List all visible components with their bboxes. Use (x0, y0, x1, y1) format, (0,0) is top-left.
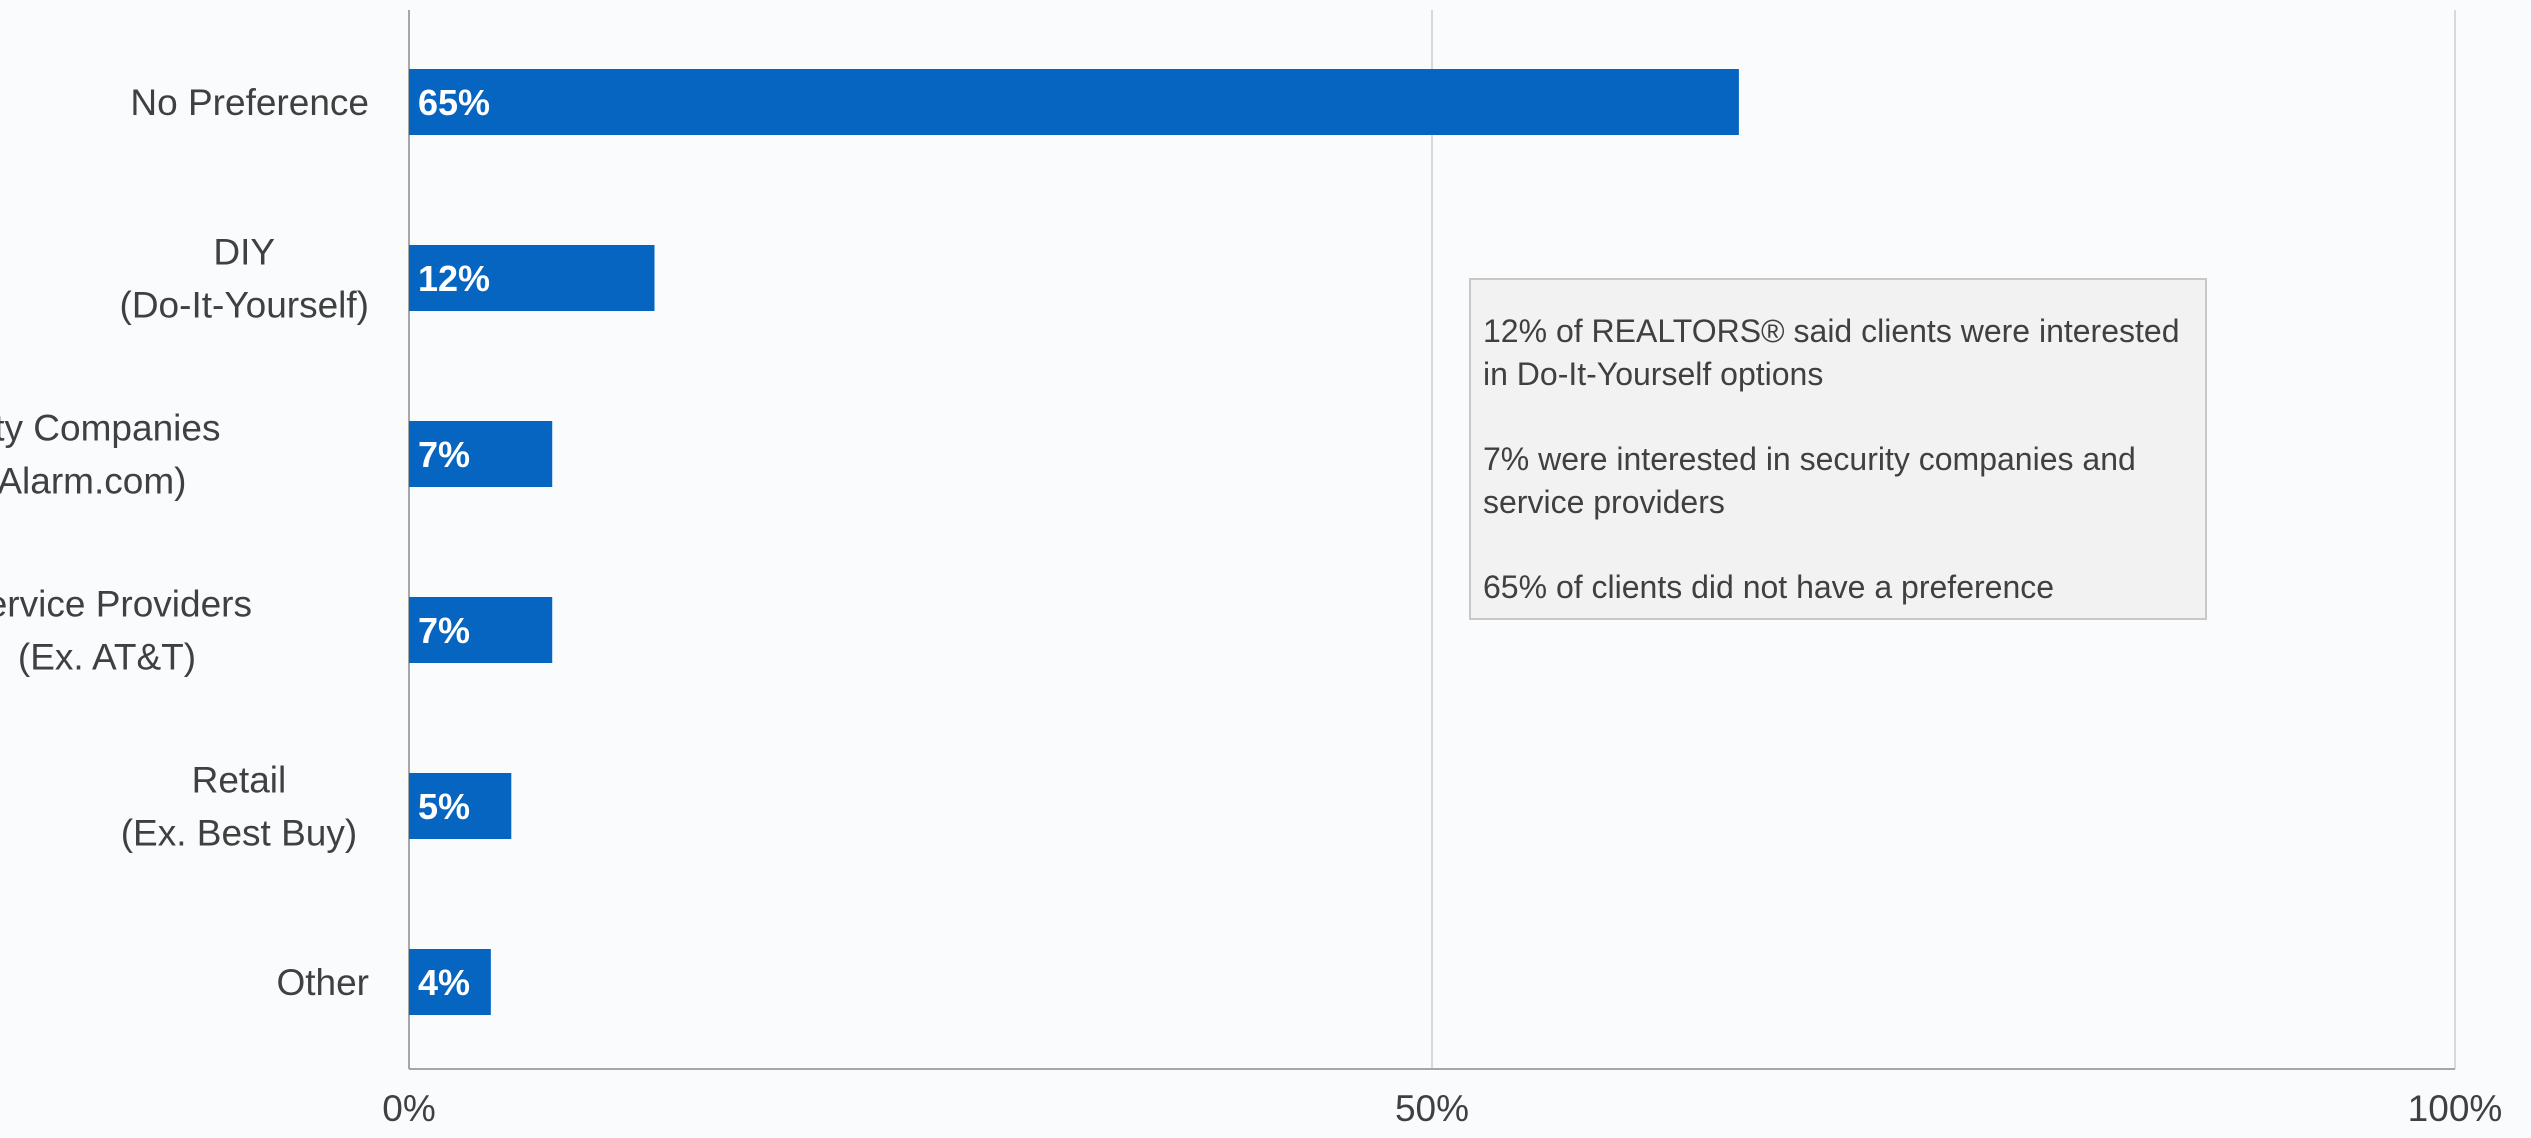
bar-4 (409, 773, 512, 839)
data-label-1: 12% (418, 258, 490, 299)
callout-line-diy: 12% of REALTORS® said clients were inter… (1483, 313, 2180, 392)
x-tick-label-0: 0% (382, 1088, 435, 1129)
callout-line-no-preference: 65% of clients did not have a preference (1483, 569, 2055, 605)
category-label-5: Other (276, 962, 369, 1003)
bar-0 (409, 69, 1739, 135)
data-label-3: 7% (418, 610, 470, 651)
callout-box: 12% of REALTORS® said clients were inter… (1469, 278, 2207, 620)
x-tick-label-2: 100% (2408, 1088, 2503, 1129)
category-label-4: Retail (Ex. Best Buy) (121, 760, 357, 854)
data-label-4: 5% (418, 786, 470, 827)
callout-line-security: 7% were interested in security companies… (1483, 441, 2136, 520)
category-label-1: DIY (Do-It-Yourself) (120, 232, 369, 326)
bar-3 (409, 597, 553, 663)
data-label-5: 4% (418, 962, 470, 1003)
x-tick-label-1: 50% (1395, 1088, 1469, 1129)
bar-5 (409, 949, 491, 1015)
category-label-2: Security Companies(Ex. Alarm.com) (0, 408, 220, 502)
category-label-0: No Preference (130, 82, 369, 123)
data-label-0: 65% (418, 82, 490, 123)
bar-2 (409, 421, 553, 487)
bar-1 (409, 245, 655, 311)
category-label-3: Service Providers(Ex. AT&T) (0, 584, 252, 678)
data-label-2: 7% (418, 434, 470, 475)
